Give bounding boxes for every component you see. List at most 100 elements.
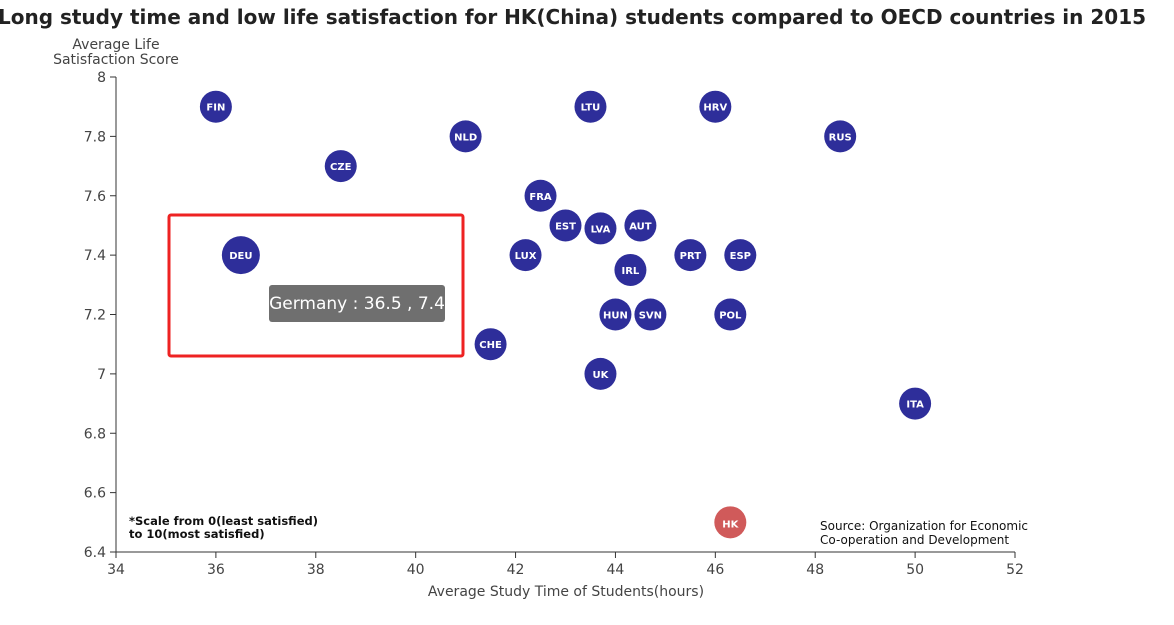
point-label: POL: [719, 311, 742, 322]
data-point-est[interactable]: EST: [549, 209, 582, 242]
data-point-aut[interactable]: AUT: [624, 209, 657, 242]
point-label: IRL: [622, 266, 640, 277]
x-tick-label: 36: [207, 562, 225, 578]
point-label: FRA: [529, 192, 552, 203]
point-label: AUT: [629, 221, 652, 232]
point-marker[interactable]: [714, 506, 747, 539]
data-points: FIN LTU HRV NLD RUS CZE FRA EST LVA AUT DEU LUX PRT E…: [199, 90, 932, 539]
point-marker[interactable]: [614, 253, 647, 286]
point-marker[interactable]: [449, 120, 482, 153]
data-point-pol[interactable]: POL: [714, 298, 747, 331]
point-marker[interactable]: [824, 120, 857, 153]
data-point-svn[interactable]: SVN: [634, 298, 667, 331]
scale-note-line-1: *Scale from 0(least satisfied): [129, 514, 318, 528]
data-point-uk[interactable]: UK: [584, 357, 617, 390]
source-note-line-1: Source: Organization for Economic: [820, 519, 1028, 533]
point-marker[interactable]: [524, 179, 557, 212]
point-marker[interactable]: [699, 90, 732, 123]
point-marker[interactable]: [549, 209, 582, 242]
data-point-hrv[interactable]: HRV: [699, 90, 732, 123]
y-axis-title-line-1: Average Life: [72, 37, 159, 53]
x-axis-ticks: 34 36 38 40 42 44 46 48 50 52: [107, 552, 1024, 578]
data-point-nld[interactable]: NLD: [449, 120, 482, 153]
y-tick-label: 7.6: [84, 189, 106, 205]
y-tick-label: 7.4: [84, 248, 106, 264]
data-point-rus[interactable]: RUS: [824, 120, 857, 153]
x-tick-label: 44: [607, 562, 625, 578]
point-marker[interactable]: [599, 298, 632, 331]
point-label: ITA: [906, 400, 924, 411]
tooltip: Germany : 36.5 , 7.4: [269, 285, 445, 322]
point-label: UK: [593, 370, 610, 381]
x-tick-label: 40: [407, 562, 425, 578]
point-marker[interactable]: [221, 236, 260, 275]
y-tick-label: 6.4: [84, 545, 106, 561]
chart-title: Long study time and low life satisfactio…: [0, 5, 1146, 29]
point-marker[interactable]: [714, 298, 747, 331]
data-point-cze[interactable]: CZE: [324, 150, 357, 183]
point-label: RUS: [829, 132, 852, 143]
point-marker[interactable]: [324, 150, 357, 183]
point-label: CHE: [479, 340, 502, 351]
point-label: FIN: [206, 103, 225, 114]
point-label: ESP: [730, 251, 751, 262]
x-axis-title: Average Study Time of Students(hours): [428, 584, 704, 600]
point-label: HK: [722, 519, 739, 530]
data-point-esp[interactable]: ESP: [724, 239, 757, 272]
data-point-lux[interactable]: LUX: [509, 239, 542, 272]
highlight-box: [167, 213, 465, 358]
point-marker[interactable]: [509, 239, 542, 272]
point-label: LTU: [581, 103, 601, 114]
data-point-prt[interactable]: PRT: [674, 239, 707, 272]
data-point-hun[interactable]: HUN: [599, 298, 632, 331]
point-marker[interactable]: [724, 239, 757, 272]
data-point-deu[interactable]: DEU: [221, 236, 260, 275]
data-point-irl[interactable]: IRL: [614, 253, 647, 286]
y-tick-label: 8: [97, 70, 106, 86]
y-tick-label: 7.2: [84, 308, 106, 324]
point-marker[interactable]: [674, 239, 707, 272]
source-note-line-2: Co-operation and Development: [820, 533, 1009, 547]
point-label: EST: [555, 221, 576, 232]
x-tick-label: 50: [906, 562, 924, 578]
y-tick-label: 6.8: [84, 426, 106, 442]
tooltip-text: Germany : 36.5 , 7.4: [269, 294, 445, 314]
point-label: DEU: [229, 251, 252, 262]
point-label: CZE: [330, 162, 352, 173]
point-marker[interactable]: [474, 328, 507, 361]
point-label: HUN: [603, 311, 628, 322]
point-marker[interactable]: [624, 209, 657, 242]
point-marker[interactable]: [899, 387, 932, 420]
point-label: LUX: [515, 251, 537, 262]
tooltip-background: [269, 285, 445, 322]
point-marker[interactable]: [199, 90, 232, 123]
scale-note-line-2: to 10(most satisfied): [129, 527, 265, 541]
point-label: PRT: [680, 251, 702, 262]
point-marker[interactable]: [584, 357, 617, 390]
y-tick-label: 7.8: [84, 129, 106, 145]
point-label: HRV: [703, 103, 727, 114]
data-point-che[interactable]: CHE: [474, 328, 507, 361]
data-point-ita[interactable]: ITA: [899, 387, 932, 420]
y-axis-title-line-2: Satisfaction Score: [53, 52, 179, 68]
data-point-ltu[interactable]: LTU: [574, 90, 607, 123]
point-marker[interactable]: [634, 298, 667, 331]
x-tick-label: 38: [307, 562, 325, 578]
y-axis-ticks: 6.4 6.6 6.8 7 7.2 7.4 7.6 7.8 8: [84, 70, 116, 561]
data-point-fin[interactable]: FIN: [199, 90, 232, 123]
point-marker[interactable]: [574, 90, 607, 123]
point-label: LVA: [591, 224, 611, 235]
x-tick-label: 42: [507, 562, 525, 578]
data-point-lva[interactable]: LVA: [584, 212, 617, 245]
point-label: NLD: [454, 132, 477, 143]
data-point-fra[interactable]: FRA: [524, 179, 557, 212]
x-tick-label: 48: [806, 562, 824, 578]
y-tick-label: 7: [97, 367, 106, 383]
y-tick-label: 6.6: [84, 486, 106, 502]
x-tick-label: 34: [107, 562, 125, 578]
x-tick-label: 46: [706, 562, 724, 578]
point-marker[interactable]: [584, 212, 617, 245]
x-tick-label: 52: [1006, 562, 1024, 578]
data-point-hk[interactable]: HK: [714, 506, 747, 539]
